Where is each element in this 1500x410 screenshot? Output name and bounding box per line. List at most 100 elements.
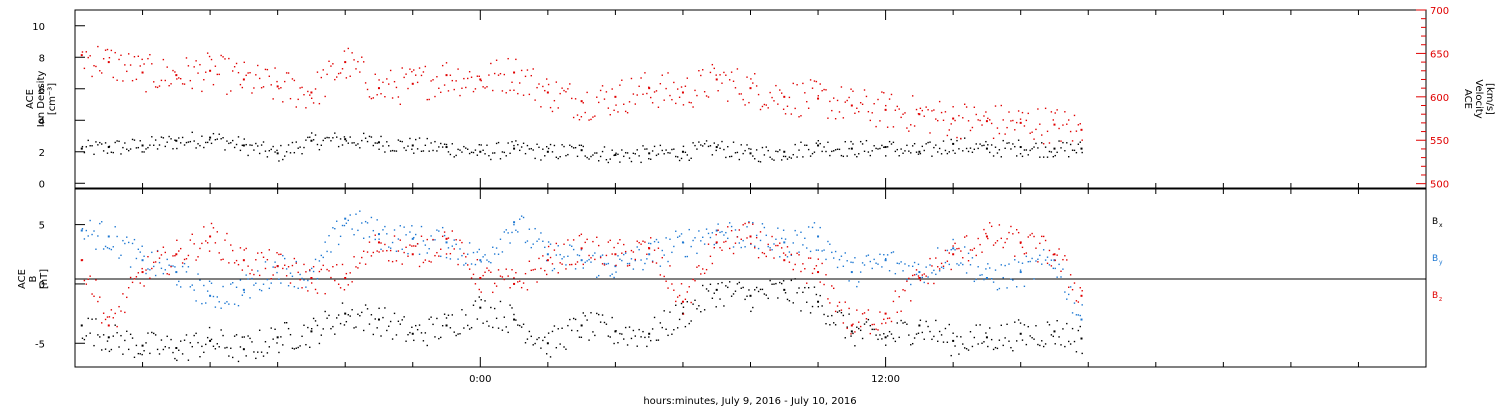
sample-point xyxy=(750,78,752,80)
sample-point xyxy=(280,87,282,89)
sample-point xyxy=(990,225,993,228)
sample-point xyxy=(967,252,970,255)
sample-point xyxy=(686,291,689,293)
sample-point xyxy=(1081,352,1083,355)
density-tick-label: 4 xyxy=(39,116,45,127)
sample-point xyxy=(894,272,897,275)
sample-point xyxy=(879,147,881,150)
sample-point xyxy=(767,245,769,248)
sample-point xyxy=(910,124,912,126)
sample-point xyxy=(239,279,242,281)
sample-point xyxy=(118,346,120,348)
sample-point xyxy=(952,238,954,241)
sample-point xyxy=(382,145,384,147)
sample-point xyxy=(557,107,559,109)
sample-point xyxy=(676,88,679,90)
sample-point xyxy=(574,268,577,270)
sample-point xyxy=(838,310,841,312)
sample-point xyxy=(732,80,735,82)
sample-point xyxy=(1042,345,1045,348)
sample-point xyxy=(636,345,638,347)
sample-point xyxy=(258,77,261,80)
sample-point xyxy=(971,126,974,129)
sample-point xyxy=(349,136,351,138)
sample-point xyxy=(341,263,344,266)
sample-point xyxy=(825,274,827,276)
sample-point xyxy=(285,275,288,277)
sample-point xyxy=(187,141,190,143)
sample-point xyxy=(120,334,122,337)
sample-point xyxy=(461,87,463,89)
sample-point xyxy=(251,92,253,94)
sample-point xyxy=(898,108,900,110)
sample-point xyxy=(711,232,714,234)
sample-point xyxy=(574,263,577,265)
sample-point xyxy=(613,154,615,157)
sample-point xyxy=(786,298,789,301)
sample-point xyxy=(744,149,746,152)
sample-point xyxy=(1002,119,1004,121)
sample-point xyxy=(553,267,556,270)
sample-point xyxy=(81,51,84,53)
sample-point xyxy=(179,77,182,80)
sample-point xyxy=(83,238,86,240)
sample-point xyxy=(892,337,895,340)
sample-point xyxy=(445,143,448,146)
sample-point xyxy=(197,256,199,258)
sample-point xyxy=(260,351,263,353)
sample-point xyxy=(686,77,689,79)
sample-point xyxy=(380,242,382,244)
sample-point xyxy=(507,275,509,277)
sample-point xyxy=(890,143,893,145)
sample-point xyxy=(584,261,586,264)
sample-point xyxy=(122,353,124,355)
sample-point xyxy=(87,317,89,320)
sample-point xyxy=(576,330,579,332)
sample-point xyxy=(297,346,299,349)
sample-point xyxy=(624,326,627,329)
sample-point xyxy=(1048,324,1051,326)
sample-point xyxy=(85,335,88,337)
sample-point xyxy=(153,81,155,83)
sample-point xyxy=(981,144,983,147)
sample-point xyxy=(634,258,636,261)
sample-point xyxy=(761,223,764,225)
sample-point xyxy=(1073,114,1076,117)
sample-point xyxy=(742,286,744,289)
sample-point xyxy=(636,94,638,96)
sample-point xyxy=(977,237,979,240)
sample-point xyxy=(565,91,567,93)
data-point xyxy=(479,259,482,262)
sample-point xyxy=(156,148,159,150)
sample-point xyxy=(206,242,209,244)
data-point xyxy=(546,91,549,94)
sample-point xyxy=(467,148,469,150)
sample-point xyxy=(545,273,548,276)
sample-point xyxy=(1062,258,1064,261)
sample-point xyxy=(667,151,669,154)
sample-point xyxy=(586,238,588,241)
sample-point xyxy=(1037,261,1039,263)
sample-point xyxy=(963,236,966,238)
sample-point xyxy=(582,145,584,148)
sample-point xyxy=(181,353,184,355)
sample-point xyxy=(112,317,114,319)
sample-point xyxy=(923,149,925,152)
sample-point xyxy=(873,258,875,261)
sample-point xyxy=(459,248,461,250)
sample-point xyxy=(355,68,357,70)
sample-point xyxy=(141,245,143,247)
sample-point xyxy=(597,101,600,104)
sample-point xyxy=(503,316,506,318)
sample-point xyxy=(592,240,594,243)
sample-point xyxy=(607,262,610,265)
sample-point xyxy=(665,87,667,90)
sample-point xyxy=(1025,255,1028,258)
sample-point xyxy=(902,270,904,272)
sample-point xyxy=(692,106,694,108)
sample-point xyxy=(802,244,804,246)
sample-point xyxy=(621,333,623,335)
sample-point xyxy=(985,232,987,235)
sample-point xyxy=(717,90,719,92)
sample-point xyxy=(1004,241,1006,244)
